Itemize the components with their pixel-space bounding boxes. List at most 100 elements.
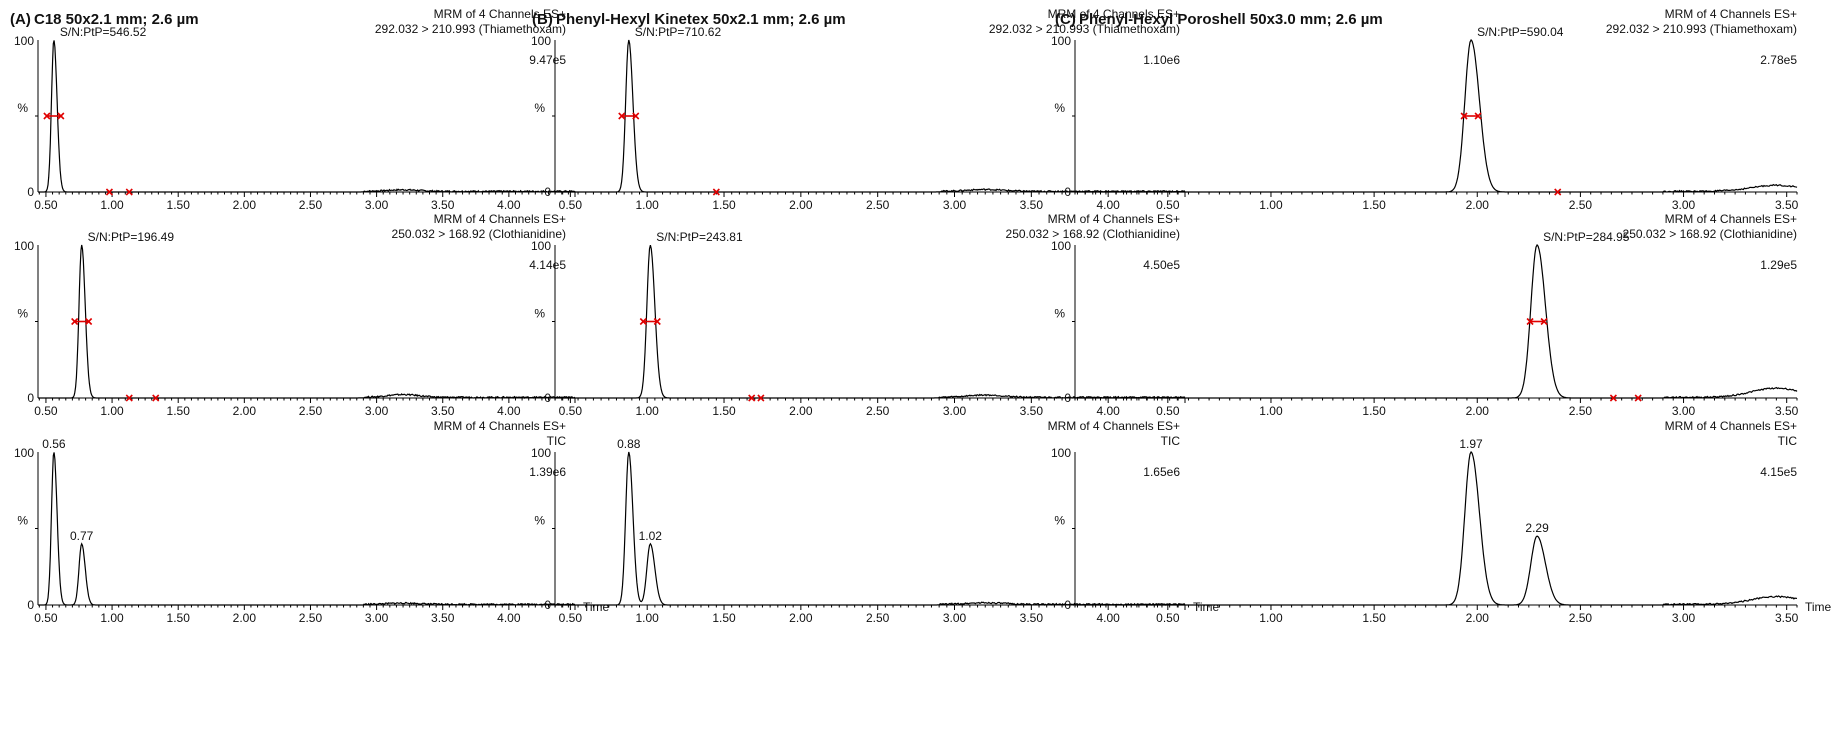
x-tick-label: 4.00 <box>1096 611 1120 625</box>
chromatogram-trace <box>1075 38 1798 193</box>
x-tick-label: 3.50 <box>1020 611 1044 625</box>
x-tick-label: 3.50 <box>431 611 455 625</box>
panel-label: (B) <box>532 11 553 28</box>
y-tick-label: 0 <box>27 391 34 405</box>
integration-marker-x <box>618 112 626 120</box>
x-tick-label: 3.00 <box>365 611 389 625</box>
y-axis-label: % <box>1054 307 1065 321</box>
intensity-label: 1.29e5 <box>1760 258 1797 272</box>
integration-marker-x <box>639 317 647 326</box>
channel-header: MRM of 4 Channels ES+ <box>1048 212 1180 226</box>
y-axis-label: % <box>534 101 545 115</box>
x-tick-label: 1.50 <box>1362 198 1386 212</box>
y-axis-label: % <box>534 514 545 528</box>
x-tick-label: 2.00 <box>1466 611 1490 625</box>
x-tick-label: 2.50 <box>299 611 323 625</box>
x-axis-title: Time <box>1805 600 1832 614</box>
x-tick-label: 2.00 <box>789 404 813 418</box>
chromatogram-trace <box>1075 450 1798 606</box>
x-tick-label: 4.00 <box>497 611 521 625</box>
integration-marker-x <box>632 112 640 120</box>
x-tick-label: 2.50 <box>1569 611 1593 625</box>
chromatogram-trace <box>1075 243 1798 399</box>
x-tick-label: 1.00 <box>100 611 124 625</box>
x-tick-label: 1.00 <box>100 198 124 212</box>
y-tick-label: 100 <box>1051 34 1071 48</box>
channel-header: MRM of 4 Channels ES+ <box>434 419 566 433</box>
chromatogram-trace <box>555 451 1186 606</box>
x-tick-label: 3.00 <box>943 404 967 418</box>
x-tick-label: 0.50 <box>1156 611 1180 625</box>
y-tick-label: 0 <box>27 598 34 612</box>
x-tick-label: 3.00 <box>1672 404 1696 418</box>
channel-header: 250.032 > 168.92 (Clothianidine) <box>392 227 566 241</box>
x-tick-label: 3.00 <box>1672 611 1696 625</box>
x-tick-label: 0.50 <box>559 611 583 625</box>
chromatogram-panel-A-2: MRM of 4 Channels ES+250.032 > 168.92 (C… <box>14 212 576 418</box>
sn-label: S/N:PtP=590.04 <box>1477 25 1564 39</box>
sn-label: S/N:PtP=243.81 <box>656 230 743 244</box>
channel-header: 292.032 > 210.993 (Thiamethoxam) <box>989 22 1180 36</box>
channel-header: MRM of 4 Channels ES+ <box>1665 7 1797 21</box>
channel-header: 250.032 > 168.92 (Clothianidine) <box>1006 227 1180 241</box>
peak-rt-label: 0.56 <box>42 437 66 451</box>
chromatogram-panel-B-2: MRM of 4 Channels ES+250.032 > 168.92 (C… <box>531 212 1186 418</box>
x-tick-label: 1.00 <box>636 611 660 625</box>
x-tick-label: 4.00 <box>497 198 521 212</box>
x-tick-label: 0.50 <box>559 198 583 212</box>
integration-marker-x <box>1526 317 1534 326</box>
x-tick-label: 3.50 <box>1775 611 1799 625</box>
x-tick-label: 4.00 <box>1096 198 1120 212</box>
chromatogram-trace <box>38 452 576 606</box>
x-tick-label: 1.50 <box>1362 404 1386 418</box>
chromatogram-panel-A-1: (A) C18 50x2.1 mm; 2.6 µm MRM of 4 Channel… <box>10 7 576 212</box>
x-tick-label: 1.00 <box>100 404 124 418</box>
x-tick-label: 0.50 <box>1156 404 1180 418</box>
x-tick-label: 0.50 <box>34 198 58 212</box>
intensity-label: 4.15e5 <box>1760 465 1797 479</box>
baseline-marker <box>712 188 720 196</box>
x-tick-label: 1.50 <box>712 404 736 418</box>
chromatogram-panel-A-3: MRM of 4 Channels ES+TIC 1.39e6 100 0% 0.50 1… <box>14 419 610 625</box>
panel-label: (A) <box>10 11 31 28</box>
y-axis-label: % <box>17 307 28 321</box>
sn-label: S/N:PtP=710.62 <box>635 25 722 39</box>
intensity-label: 2.78e5 <box>1760 53 1797 67</box>
integration-marker-x <box>1460 112 1468 120</box>
y-tick-label: 0 <box>544 598 551 612</box>
x-tick-label: 2.00 <box>1466 198 1490 212</box>
x-tick-label: 2.50 <box>866 198 890 212</box>
x-tick-label: 0.50 <box>1156 198 1180 212</box>
x-tick-label: 3.50 <box>1775 404 1799 418</box>
channel-header: MRM of 4 Channels ES+ <box>434 212 566 226</box>
integration-marker-x <box>1474 112 1482 120</box>
x-tick-label: 2.00 <box>233 404 257 418</box>
x-tick-label: 2.50 <box>866 404 890 418</box>
x-tick-label: 1.50 <box>712 198 736 212</box>
x-tick-label: 1.50 <box>1362 611 1386 625</box>
x-tick-label: 2.00 <box>233 611 257 625</box>
baseline-marker <box>125 188 133 196</box>
peak-rt-label: 1.02 <box>639 529 663 543</box>
x-tick-label: 3.50 <box>431 404 455 418</box>
intensity-label: 4.14e5 <box>529 258 566 272</box>
y-tick-label: 0 <box>1064 598 1071 612</box>
channel-header: 250.032 > 168.92 (Clothianidine) <box>1623 227 1797 241</box>
x-tick-label: 1.50 <box>167 198 191 212</box>
y-tick-label: 100 <box>531 446 551 460</box>
panel-title: Phenyl-Hexyl Poroshell 50x3.0 mm; 2.6 µm <box>1079 11 1383 28</box>
x-tick-label: 2.50 <box>299 198 323 212</box>
x-tick-label: 2.50 <box>1569 404 1593 418</box>
y-axis-label: % <box>17 101 28 115</box>
baseline-marker <box>1634 394 1642 402</box>
intensity-label: 1.65e6 <box>1143 465 1180 479</box>
x-tick-label: 3.00 <box>365 198 389 212</box>
y-tick-label: 100 <box>14 239 34 253</box>
chromatogram-panel-B-1: (B) Phenyl-Hexyl Kinetex 50x2.1 mm; 2.6 µ… <box>531 7 1186 212</box>
y-tick-label: 0 <box>1064 185 1071 199</box>
x-tick-label: 3.00 <box>365 404 389 418</box>
chromatogram-panel-C-1: (C) Phenyl-Hexyl Poroshell 50x3.0 mm; 2.6… <box>1051 7 1799 212</box>
